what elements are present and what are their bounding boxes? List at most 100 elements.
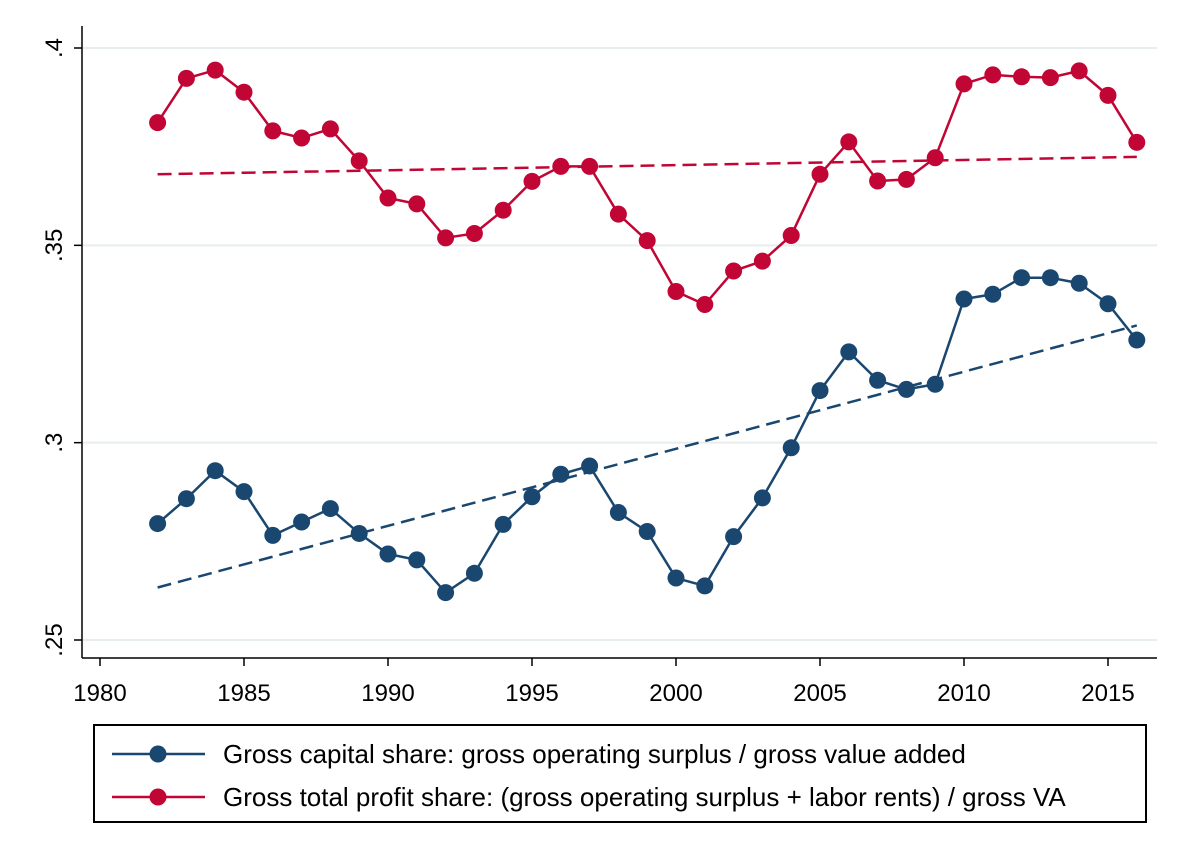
data-point bbox=[206, 462, 224, 480]
data-point bbox=[638, 232, 656, 250]
data-point bbox=[523, 488, 541, 506]
data-point bbox=[1070, 62, 1088, 80]
data-point bbox=[465, 224, 483, 242]
legend: Gross capital share: gross operating sur… bbox=[93, 724, 1147, 823]
plot-series bbox=[149, 61, 1146, 602]
data-point bbox=[1041, 269, 1059, 287]
series-1 bbox=[149, 269, 1146, 602]
data-point bbox=[897, 170, 915, 188]
data-point bbox=[581, 457, 599, 475]
data-point bbox=[696, 577, 714, 595]
data-point bbox=[609, 504, 627, 522]
y-tick-label: .25 bbox=[41, 623, 68, 656]
data-point bbox=[321, 120, 339, 138]
legend-item: Gross capital share: gross operating sur… bbox=[112, 739, 966, 769]
data-point bbox=[264, 122, 282, 140]
data-point bbox=[955, 290, 973, 308]
data-point bbox=[293, 513, 311, 531]
y-tick-label: .35 bbox=[41, 229, 68, 262]
data-point bbox=[1013, 68, 1031, 86]
data-point bbox=[984, 66, 1002, 84]
data-point bbox=[926, 149, 944, 167]
data-point bbox=[667, 569, 685, 587]
data-point bbox=[552, 465, 570, 483]
data-point bbox=[1013, 269, 1031, 287]
trend-line bbox=[157, 324, 1138, 589]
data-point bbox=[753, 489, 771, 507]
data-point bbox=[926, 375, 944, 393]
data-point bbox=[264, 526, 282, 544]
y-tick-label: .3 bbox=[41, 433, 68, 453]
data-point bbox=[350, 152, 368, 170]
data-point bbox=[1099, 86, 1117, 104]
data-point bbox=[753, 252, 771, 270]
data-point bbox=[293, 129, 311, 147]
data-point bbox=[437, 229, 455, 247]
data-point bbox=[321, 500, 339, 518]
x-tick-label: 1990 bbox=[361, 680, 414, 707]
data-point bbox=[149, 515, 167, 533]
data-point bbox=[869, 172, 887, 190]
data-point bbox=[235, 83, 253, 101]
data-point bbox=[1128, 331, 1146, 349]
trend-line bbox=[157, 155, 1137, 176]
data-point bbox=[350, 524, 368, 542]
data-point bbox=[984, 285, 1002, 303]
grid-lines bbox=[83, 47, 1157, 641]
data-point bbox=[782, 226, 800, 244]
data-point bbox=[408, 551, 426, 569]
data-point bbox=[782, 439, 800, 457]
data-point bbox=[811, 165, 829, 183]
data-point bbox=[638, 522, 656, 540]
x-tick-label: 2010 bbox=[937, 680, 990, 707]
x-tick-label: 1980 bbox=[73, 680, 126, 707]
legend-marker bbox=[149, 745, 167, 763]
data-point bbox=[1099, 295, 1117, 313]
data-point bbox=[465, 564, 483, 582]
data-point bbox=[408, 195, 426, 213]
data-point bbox=[149, 114, 167, 132]
data-point bbox=[725, 262, 743, 280]
x-tick-label: 2005 bbox=[793, 680, 846, 707]
y-tick-label: .4 bbox=[41, 38, 68, 58]
legend-label: Gross capital share: gross operating sur… bbox=[223, 739, 966, 769]
data-point bbox=[494, 515, 512, 533]
axes: .25 .3 .35 .4 1980 1985 1990 1995 2000 2005 2010 20… bbox=[41, 26, 1157, 707]
data-point bbox=[696, 296, 714, 314]
data-point bbox=[869, 371, 887, 389]
data-point bbox=[235, 483, 253, 501]
data-point bbox=[609, 205, 627, 223]
data-point bbox=[1041, 69, 1059, 87]
x-tick-label: 2015 bbox=[1081, 680, 1134, 707]
data-point bbox=[552, 157, 570, 175]
legend-marker bbox=[149, 788, 167, 806]
data-point bbox=[840, 133, 858, 151]
data-point bbox=[379, 189, 397, 207]
data-point bbox=[581, 157, 599, 175]
data-point bbox=[206, 61, 224, 79]
series-2 bbox=[149, 61, 1146, 314]
data-point bbox=[725, 528, 743, 546]
data-point bbox=[494, 201, 512, 219]
series-line bbox=[156, 276, 1138, 595]
data-point bbox=[1128, 133, 1146, 151]
data-point bbox=[897, 380, 915, 398]
x-tick-label: 2000 bbox=[649, 680, 702, 707]
legend-item: Gross total profit share: (gross operati… bbox=[112, 782, 1066, 812]
data-point bbox=[1070, 274, 1088, 292]
data-point bbox=[667, 283, 685, 301]
data-point bbox=[840, 343, 858, 361]
data-point bbox=[523, 172, 541, 190]
data-point bbox=[177, 69, 195, 87]
series-line bbox=[156, 68, 1138, 307]
data-point bbox=[811, 382, 829, 400]
x-tick-label: 1995 bbox=[505, 680, 558, 707]
data-point bbox=[379, 545, 397, 563]
x-tick-label: 1985 bbox=[217, 680, 270, 707]
data-point bbox=[437, 584, 455, 602]
legend-box bbox=[93, 724, 1147, 823]
data-point bbox=[955, 75, 973, 93]
legend-label: Gross total profit share: (gross operati… bbox=[223, 782, 1066, 812]
data-point bbox=[177, 490, 195, 508]
